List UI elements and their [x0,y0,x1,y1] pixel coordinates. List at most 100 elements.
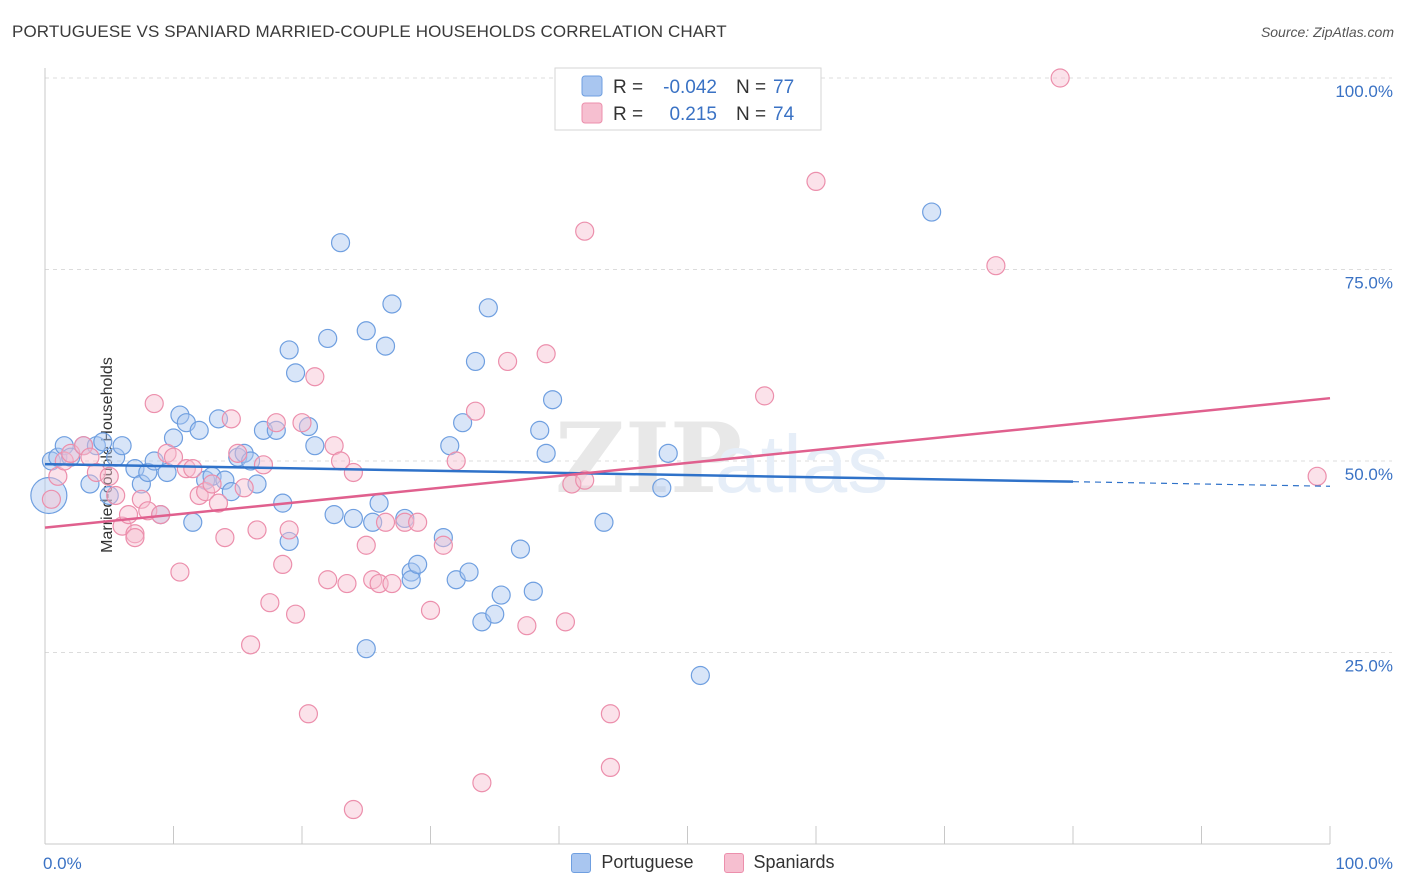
point-spaniards [144,393,164,414]
point-spaniards [266,413,286,433]
point-spaniards [446,451,466,471]
point-spaniards [106,485,126,506]
point-spaniards [260,593,280,613]
watermark-atlas: atlas [715,419,888,510]
legend-label-spaniards: Spaniards [753,852,835,872]
point-spaniards [221,409,241,429]
point-spaniards [754,386,775,406]
point-portuguese [266,420,286,440]
point-spaniards [138,501,158,521]
point-portuguese [221,482,241,502]
point-portuguese [594,512,614,532]
point-portuguese [510,539,531,559]
point-spaniards [170,562,190,582]
legend-item-spaniards[interactable]: Spaniards [723,852,835,873]
chart-title: PORTUGUESE VS SPANIARD MARRIED-COUPLE HO… [12,22,727,41]
legend-label-portuguese: Portuguese [601,852,694,872]
point-spaniards [99,466,119,486]
point-portuguese [93,432,113,452]
point-portuguese [343,508,363,529]
point-portuguese [433,527,453,548]
series-legend: Portuguese Spaniards [0,852,1406,873]
point-portuguese [183,512,203,532]
point-portuguese [247,474,267,494]
point-spaniards [420,600,441,620]
gridlines [45,77,1392,653]
point-portuguese [459,562,479,582]
point-spaniards [433,535,453,555]
point-spaniards [318,570,338,590]
point-portuguese [369,493,389,513]
point-portuguese [542,390,563,410]
point-spaniards [215,527,235,548]
point-spaniards [183,459,203,479]
legend-item-portuguese[interactable]: Portuguese [571,852,694,873]
x-tick-label-left: 0.0% [43,854,82,873]
point-spaniards [241,635,261,655]
point-portuguese [356,321,376,341]
point-portuguese [330,233,351,253]
point-spaniards [86,462,107,483]
stats-r-label-portuguese: R = [613,77,643,98]
point-portuguese [658,443,678,463]
point-spaniards [196,482,216,502]
point-portuguese [922,202,942,222]
point-spaniards [555,612,576,632]
stats-n-value-spaniards: 74 [773,104,795,125]
point-spaniards [279,520,299,540]
point-portuguese [285,363,306,383]
stats-r-value-spaniards: 0.215 [669,104,717,125]
point-portuguese [375,336,396,356]
point-portuguese [138,462,158,483]
point-portuguese [530,420,550,440]
legend-swatch-spaniards [723,852,744,873]
point-portuguese [523,581,543,601]
stats-r-label-spaniards: R = [613,104,643,125]
point-portuguese [131,474,151,494]
source-label: Source: ZipAtlas.com [1260,24,1394,40]
point-portuguese [536,443,556,463]
point-spaniards [247,520,267,540]
point-spaniards [375,512,396,532]
point-spaniards [73,436,94,456]
point-spaniards [202,474,222,494]
y-tick-label-100: 100.0% [1335,82,1393,101]
point-portuguese [652,478,672,498]
y-tick-label-50: 50.0% [1345,465,1393,484]
point-spaniards [1050,68,1070,88]
stats-swatch-spaniards [581,102,603,124]
point-portuguese [54,436,74,456]
point-spaniards [208,493,229,513]
point-portuguese [485,604,505,624]
point-spaniards [472,773,492,793]
point-spaniards [986,256,1006,276]
point-spaniards [498,351,518,372]
point-spaniards [228,443,248,463]
point-spaniards [806,171,826,192]
point-spaniards [465,401,486,421]
point-spaniards [600,757,621,778]
y-tick-label-75: 75.0% [1345,274,1393,293]
point-portuguese [478,298,498,318]
trend-lines [44,396,1331,529]
point-spaniards [536,344,556,364]
point-spaniards [176,459,196,479]
point-portuguese [305,436,325,456]
point-portuguese [189,420,209,440]
legend-swatch-portuguese [571,852,592,873]
point-portuguese [356,639,376,659]
point-spaniards [298,704,319,724]
point-spaniards [337,573,357,594]
point-spaniards [343,799,363,820]
x-tick-label-right: 100.0% [1335,854,1393,873]
point-spaniards [356,535,376,555]
trend-line-spaniards [44,396,1331,529]
point-portuguese [690,665,710,686]
watermark-zip: ZIP [555,402,742,515]
stats-n-label-spaniards: N = [736,104,766,125]
point-spaniards [382,573,402,594]
axes [44,68,1331,845]
point-spaniards [253,455,274,475]
point-portuguese [215,470,235,490]
